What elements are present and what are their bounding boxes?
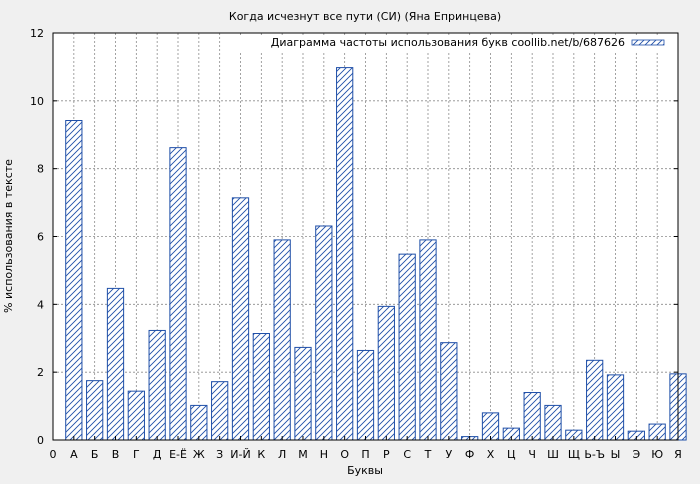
bar <box>231 197 250 441</box>
bar <box>481 412 500 441</box>
bar <box>148 329 166 441</box>
y-tick-label: 12 <box>30 27 44 40</box>
x-tick-label: Ж <box>193 448 205 461</box>
x-tick-label: Д <box>153 448 162 461</box>
bar <box>586 359 604 441</box>
x-tick-label: К <box>257 448 265 461</box>
x-tick-label: Ь-Ъ <box>584 448 605 461</box>
x-tick-label: Ю <box>651 448 663 461</box>
x-tick-label: Щ <box>568 448 580 461</box>
x-tick-label: Г <box>133 448 140 461</box>
bar <box>65 120 83 441</box>
x-tick-label: Ч <box>528 448 536 461</box>
chart-title: Когда исчезнут все пути (СИ) (Яна Епринц… <box>229 10 501 23</box>
x-tick-label: Р <box>383 448 390 461</box>
x-tick-label: Э <box>632 448 640 461</box>
x-tick-label: З <box>216 448 223 461</box>
bar <box>523 392 541 441</box>
x-tick-label: Ц <box>507 448 516 461</box>
bar <box>544 404 562 441</box>
x-tick-label: И-Й <box>230 448 250 461</box>
x-tick-label: М <box>298 448 308 461</box>
x-tick-label: Л <box>278 448 286 461</box>
x-tick-label: А <box>70 448 78 461</box>
bar <box>273 239 291 441</box>
x-tick-label: О <box>340 448 349 461</box>
bar <box>356 349 375 441</box>
x-tick-label: У <box>445 448 452 461</box>
bar <box>252 333 270 441</box>
x-tick-label: 0 <box>50 448 57 461</box>
x-axis-ticks: 0 А Б В Г Д Е-Ё Ж З И-Й К Л М Н О П Р С Т У Ф Х Ц Ч Ш Щ Ь-Ъ Ы Э Ю Я <box>50 436 682 461</box>
y-tick-label: 2 <box>37 366 44 379</box>
bar <box>127 390 145 441</box>
x-tick-label: Ш <box>547 448 559 461</box>
legend-label: Диаграмма частоты использования букв coo… <box>271 36 625 49</box>
bar <box>211 381 229 441</box>
y-tick-label: 8 <box>37 163 44 176</box>
bar <box>86 380 104 441</box>
x-tick-label: В <box>112 448 120 461</box>
y-tick-label: 6 <box>37 231 44 244</box>
x-tick-label: Ы <box>611 448 621 461</box>
legend-swatch <box>631 39 665 46</box>
x-tick-label: Ф <box>465 448 474 461</box>
x-tick-label: Т <box>424 448 432 461</box>
bar <box>294 346 312 441</box>
bar <box>419 239 437 441</box>
legend-box <box>240 35 674 52</box>
bar <box>336 67 354 441</box>
y-axis-label: % использования в тексте <box>2 159 15 313</box>
bar <box>440 342 458 441</box>
y-axis-ticks: 0 2 4 6 8 10 12 <box>30 27 678 447</box>
bar <box>169 147 187 441</box>
x-tick-label: Б <box>91 448 99 461</box>
bar <box>315 225 333 441</box>
bar <box>377 305 395 441</box>
y-tick-label: 10 <box>30 95 44 108</box>
x-tick-label: Я <box>674 448 682 461</box>
x-tick-label: Н <box>320 448 328 461</box>
x-tick-label: П <box>361 448 369 461</box>
x-axis-label: Буквы <box>347 464 383 477</box>
x-tick-label: С <box>403 448 411 461</box>
bar <box>398 253 416 441</box>
legend: Диаграмма частоты использования букв coo… <box>240 35 674 52</box>
x-tick-label: Х <box>487 448 495 461</box>
bar <box>190 404 208 441</box>
y-tick-label: 4 <box>37 298 44 311</box>
bar <box>106 287 125 441</box>
y-tick-label: 0 <box>37 434 44 447</box>
bar <box>606 374 625 441</box>
x-tick-label: Е-Ё <box>169 448 187 461</box>
